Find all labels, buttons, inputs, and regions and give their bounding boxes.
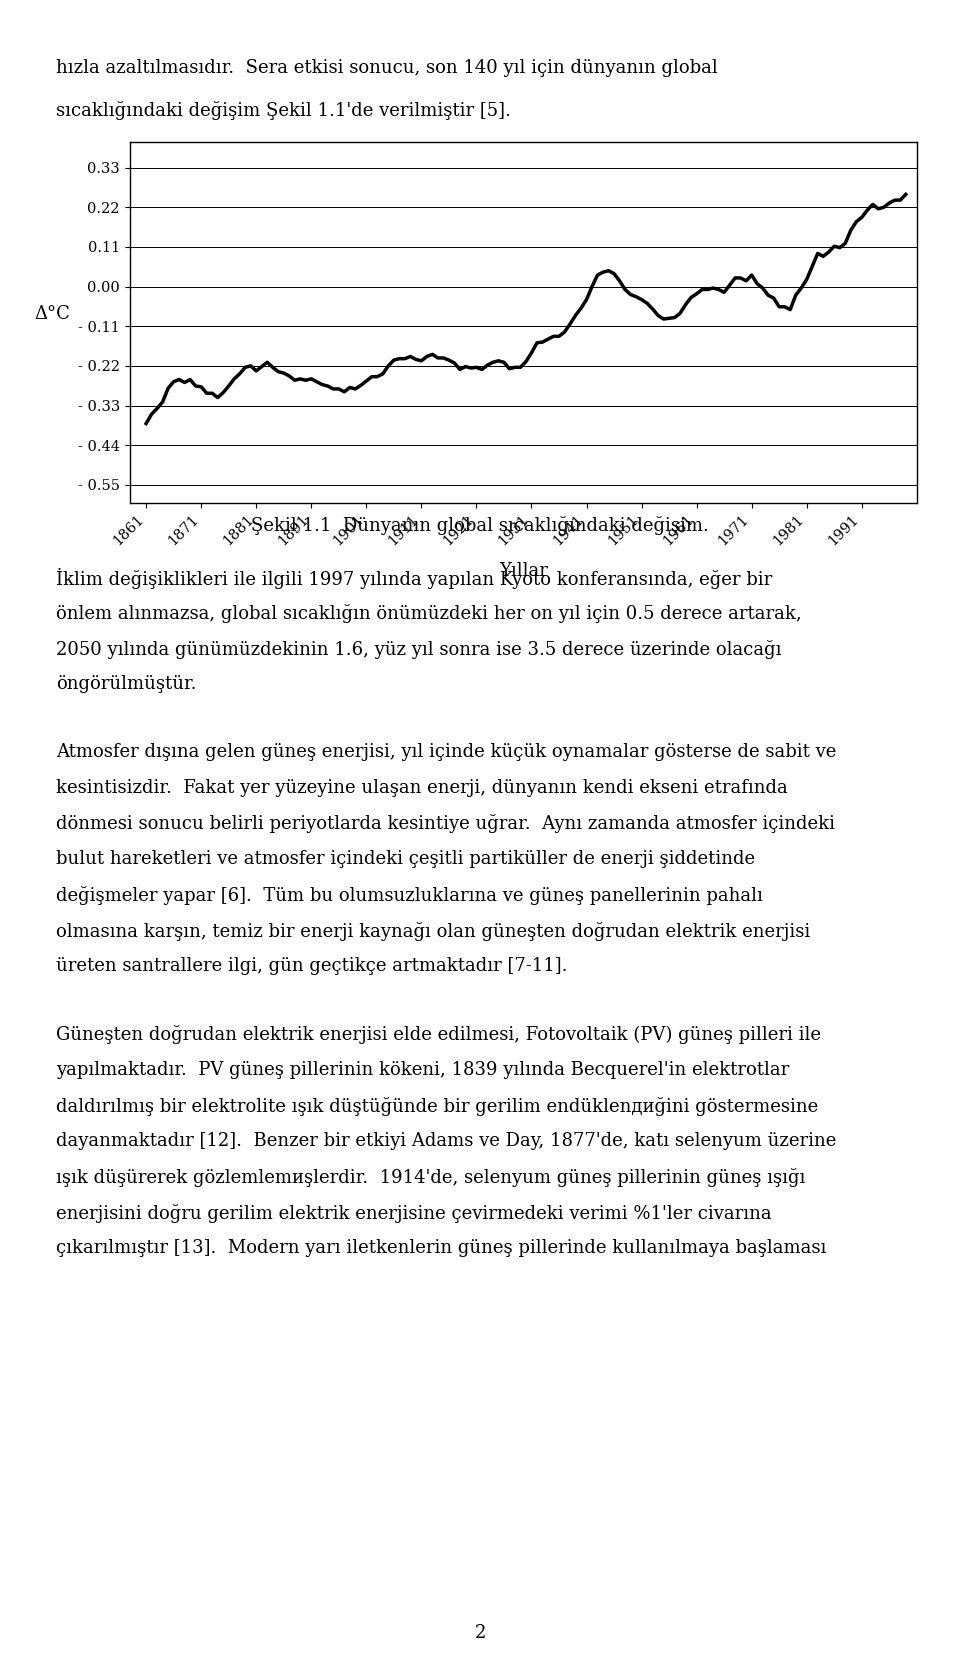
Text: hızla azaltılmasıdır.  Sera etkisi sonucu, son 140 yıl için dünyanın global: hızla azaltılmasıdır. Sera etkisi sonucu… (56, 59, 717, 77)
X-axis label: Yıllar: Yıllar (499, 563, 547, 580)
Text: Güneşten doğrudan elektrik enerjisi elde edilmesi, Fotovoltaik (PV) güneş piller: Güneşten doğrudan elektrik enerjisi elde… (56, 1026, 821, 1044)
Text: yapılmaktadır.  PV güneş pillerinin kökeni, 1839 yılında Becquerel'in elektrotla: yapılmaktadır. PV güneş pillerinin köken… (56, 1061, 789, 1079)
Text: enerjisini doğru gerilim elektrik enerjisine çevirmedeki verimi %1'ler civarına: enerjisini doğru gerilim elektrik enerji… (56, 1203, 771, 1222)
Text: dönmesi sonucu belirli periyotlarda kesintiye uğrar.  Aynı zamanda atmosfer için: dönmesi sonucu belirli periyotlarda kesi… (56, 815, 834, 833)
Text: kesintisizdir.  Fakat yer yüzeyine ulaşan enerji, dünyanın kendi ekseni etrafınd: kesintisizdir. Fakat yer yüzeyine ulaşan… (56, 779, 787, 796)
Text: öngörülmüştür.: öngörülmüştür. (56, 675, 196, 694)
Text: değişmeler yapar [6].  Tüm bu olumsuzluklarına ve güneş panellerinin pahalı: değişmeler yapar [6]. Tüm bu olumsuzlukl… (56, 887, 762, 905)
Text: önlem alınmazsa, global sıcaklığın önümüzdeki her on yıl için 0.5 derece artarak: önlem alınmazsa, global sıcaklığın önümü… (56, 603, 802, 623)
Text: Atmosfer dışına gelen güneş enerjisi, yıl içinde küçük oynamalar gösterse de sab: Atmosfer dışına gelen güneş enerjisi, yı… (56, 742, 836, 761)
Text: sıcaklığındaki değişim Şekil 1.1'de verilmiştir [5].: sıcaklığındaki değişim Şekil 1.1'de veri… (56, 101, 511, 119)
Text: ışık düşürerek gözlemlemиşlerdir.  1914'de, selenyum güneş pillerinin güneş ışığ: ışık düşürerek gözlemlemиşlerdir. 1914'd… (56, 1168, 805, 1187)
Text: daldırılmış bir elektrolite ışık düştüğünde bir gerilim endüklenдиğini göstermes: daldırılmış bir elektrolite ışık düştüğü… (56, 1096, 818, 1116)
Text: İklim değişiklikleri ile ilgili 1997 yılında yapılan Kyoto konferansında, eğer b: İklim değişiklikleri ile ilgili 1997 yıl… (56, 568, 772, 590)
Text: dayanmaktadır [12].  Benzer bir etkiyi Adams ve Day, 1877'de, katı selenyum üzer: dayanmaktadır [12]. Benzer bir etkiyi Ad… (56, 1133, 836, 1150)
Text: 2050 yılında günümüzdekinin 1.6, yüz yıl sonra ise 3.5 derece üzerinde olacağı: 2050 yılında günümüzdekinin 1.6, yüz yıl… (56, 640, 781, 659)
Text: 2: 2 (474, 1624, 486, 1642)
Text: çıkarılmıştır [13].  Modern yarı iletkenlerin güneş pillerinde kullanılmaya başl: çıkarılmıştır [13]. Modern yarı iletkenl… (56, 1239, 826, 1257)
Text: üreten santrallere ilgi, gün geçtikçe artmaktadır [7-11].: üreten santrallere ilgi, gün geçtikçe ar… (56, 957, 567, 975)
Text: olmasına karşın, temiz bir enerji kaynağı olan güneşten doğrudan elektrik enerji: olmasına karşın, temiz bir enerji kaynağ… (56, 922, 810, 940)
Text: bulut hareketleri ve atmosfer içindeki çeşitli partiküller de enerji şiddetinde: bulut hareketleri ve atmosfer içindeki ç… (56, 850, 755, 868)
Y-axis label: Δ°C: Δ°C (35, 305, 71, 322)
Text: Şekil 1.1  Dünyanın global sıcaklığındaki değişim.: Şekil 1.1 Dünyanın global sıcaklığındaki… (252, 516, 708, 535)
